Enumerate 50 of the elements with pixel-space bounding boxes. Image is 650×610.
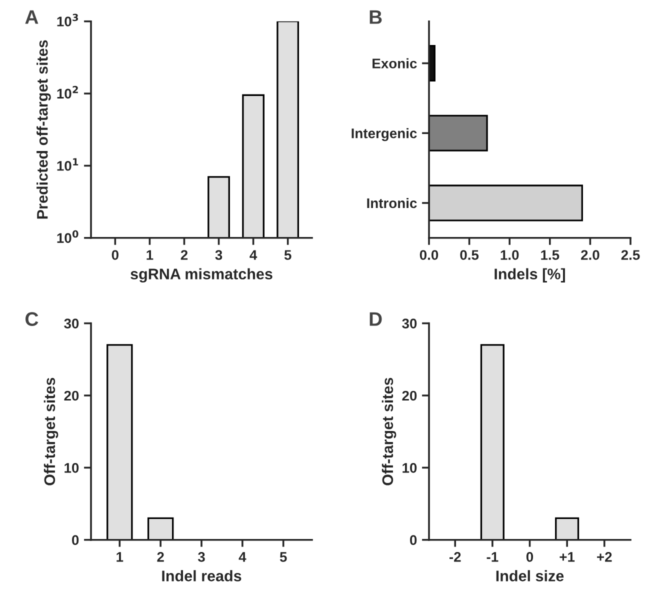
x-tick-label: +2	[597, 552, 612, 562]
y-axis-title: Predicted off-target sites	[36, 40, 51, 219]
y-tick-label: 20	[402, 390, 417, 401]
y-tick-label: 0	[72, 535, 79, 546]
y-tick-label: 20	[64, 390, 79, 401]
x-tick-label: 0	[112, 250, 118, 260]
y-tick-label: 0	[410, 535, 417, 546]
x-axis-title: Indels [%]	[494, 268, 565, 282]
x-tick-label: 0.0	[420, 250, 438, 260]
y-tick-label: 10$^{3}$	[57, 14, 78, 26]
chart-title: D	[370, 312, 382, 326]
y-tick-label: 10$^{0}$	[57, 230, 78, 243]
x-tick-label: 2	[180, 250, 188, 260]
bar	[429, 184, 583, 222]
y-tick-label: 30	[64, 318, 79, 328]
x-tick-label: -1	[486, 552, 498, 562]
y-tick-label: 30	[402, 318, 417, 328]
x-tick-label: 1	[146, 250, 154, 260]
x-tick-label: 1.0	[500, 250, 519, 260]
x-tick-label: 2.0	[581, 250, 600, 260]
chart-title: C	[26, 312, 38, 326]
x-tick-label: 1	[116, 552, 124, 562]
x-tick-label: 3	[198, 552, 205, 562]
x-tick-label: 3	[215, 250, 222, 260]
x-tick-label: -2	[449, 552, 461, 562]
chart-title: B	[370, 10, 382, 24]
x-tick-label: 1.5	[541, 250, 560, 260]
x-tick-label: +1	[560, 552, 575, 562]
x-tick-label: 2	[157, 552, 164, 562]
bar	[429, 114, 488, 152]
y-tick-label: 10$^{1}$	[57, 158, 78, 171]
y-tick-label: 10	[402, 463, 417, 473]
x-axis-title: sgRNA mismatches	[130, 268, 272, 283]
chart-title: A	[25, 10, 38, 24]
y-tick-label: Exonic	[372, 58, 417, 68]
x-tick-label: 5	[284, 250, 292, 260]
y-tick-label: 10$^{2}$	[57, 86, 78, 99]
x-axis-title: Indel size	[496, 570, 564, 582]
y-tick-label: Intronic	[367, 198, 417, 208]
x-tick-label: 4	[250, 250, 258, 260]
y-axis-title: Off-target sites	[382, 378, 396, 486]
y-tick-label: Intergenic	[352, 128, 417, 142]
y-axis-title: Off-target sites	[44, 378, 58, 486]
x-tick-label: 5	[280, 552, 287, 562]
x-tick-label: 0.5	[460, 250, 479, 260]
x-tick-label: 4	[238, 552, 246, 562]
y-tick-label: 10	[64, 463, 79, 473]
x-tick-label: 2.5	[621, 250, 640, 260]
x-axis-title: Indel reads	[162, 570, 242, 582]
x-tick-label: 0	[526, 552, 534, 562]
